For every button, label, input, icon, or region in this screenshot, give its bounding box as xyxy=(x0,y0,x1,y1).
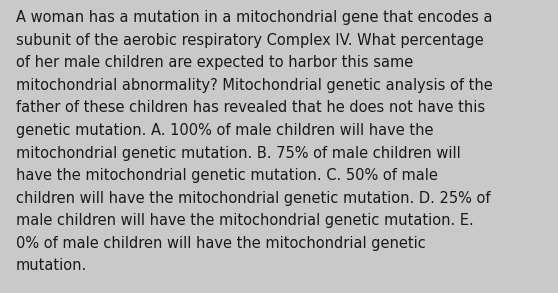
Text: mitochondrial abnormality? Mitochondrial genetic analysis of the: mitochondrial abnormality? Mitochondrial… xyxy=(16,78,492,93)
Text: of her male children are expected to harbor this same: of her male children are expected to har… xyxy=(16,55,413,70)
Text: children will have the mitochondrial genetic mutation. D. 25% of: children will have the mitochondrial gen… xyxy=(16,191,490,206)
Text: genetic mutation. A. 100% of male children will have the: genetic mutation. A. 100% of male childr… xyxy=(16,123,433,138)
Text: A woman has a mutation in a mitochondrial gene that encodes a: A woman has a mutation in a mitochondria… xyxy=(16,10,492,25)
Text: subunit of the aerobic respiratory Complex IV. What percentage: subunit of the aerobic respiratory Compl… xyxy=(16,33,483,48)
Text: mitochondrial genetic mutation. B. 75% of male children will: mitochondrial genetic mutation. B. 75% o… xyxy=(16,146,460,161)
Text: mutation.: mutation. xyxy=(16,258,87,273)
Text: 0% of male children will have the mitochondrial genetic: 0% of male children will have the mitoch… xyxy=(16,236,425,251)
Text: male children will have the mitochondrial genetic mutation. E.: male children will have the mitochondria… xyxy=(16,213,473,228)
Text: father of these children has revealed that he does not have this: father of these children has revealed th… xyxy=(16,100,485,115)
Text: have the mitochondrial genetic mutation. C. 50% of male: have the mitochondrial genetic mutation.… xyxy=(16,168,437,183)
